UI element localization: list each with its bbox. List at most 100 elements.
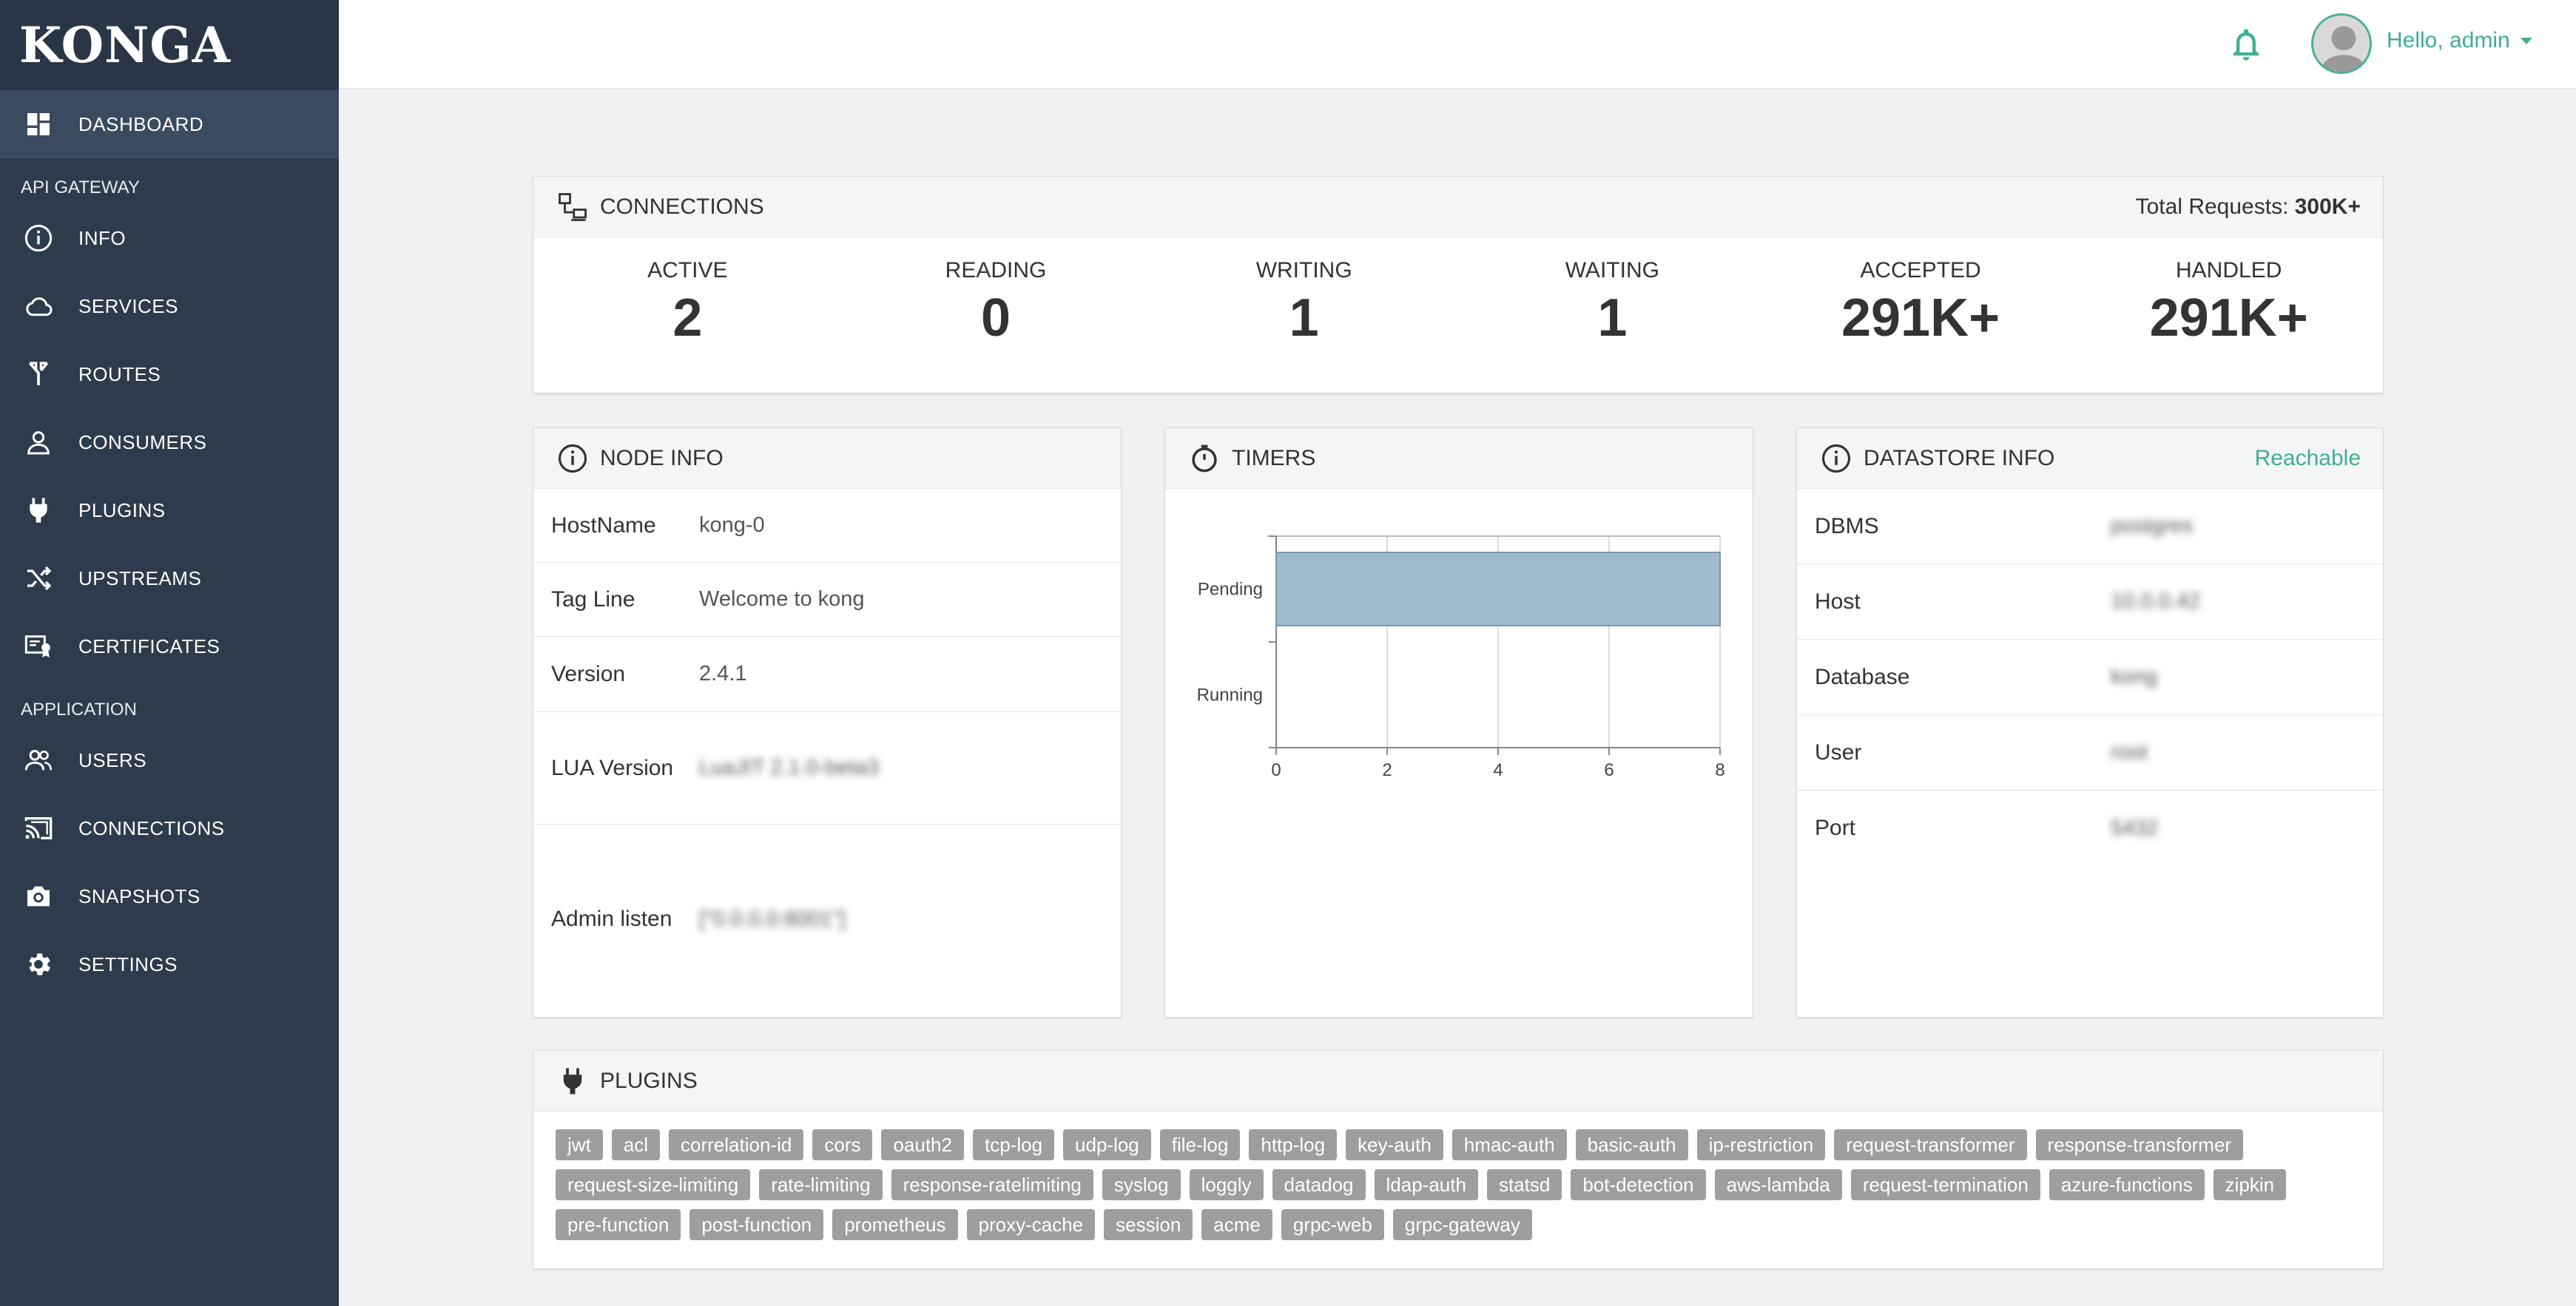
plugin-tag: basic-auth bbox=[1575, 1129, 1688, 1160]
sidebar-item-snapshots[interactable]: SNAPSHOTS bbox=[0, 862, 339, 930]
connections-header: CONNECTIONS Total Requests: 300K+ bbox=[533, 177, 2383, 237]
connections-title: CONNECTIONS bbox=[600, 194, 764, 219]
avatar[interactable] bbox=[2311, 13, 2372, 74]
stat-waiting: WAITING 1 bbox=[1458, 237, 1767, 393]
sidebar-item-certificates[interactable]: CERTIFICATES bbox=[0, 612, 339, 680]
plugin-tag: oauth2 bbox=[881, 1129, 964, 1160]
chevron-down-icon bbox=[2520, 37, 2532, 44]
x-tick-label: 6 bbox=[1604, 760, 1614, 780]
sidebar-item-plugins[interactable]: PLUGINS bbox=[0, 476, 339, 544]
sidebar-item-label: CONSUMERS bbox=[78, 430, 207, 453]
plugin-tag: proxy-cache bbox=[966, 1209, 1096, 1240]
plugin-tag: tcp-log bbox=[972, 1129, 1055, 1160]
datastore-key: Port bbox=[1815, 816, 1856, 840]
total-requests-label: Total Requests: bbox=[2135, 194, 2289, 219]
node-info-value: LuaJIT 2.1.0-beta3 bbox=[699, 756, 879, 779]
datastore-key: Database bbox=[1815, 664, 1910, 689]
node-info-key: Version bbox=[551, 661, 626, 686]
plugin-tag: rate-limiting bbox=[759, 1169, 883, 1200]
cast-icon bbox=[21, 811, 56, 846]
plugin-tag: acl bbox=[611, 1129, 661, 1160]
timers-panel: TIMERS 0 2 4 6 8 Pending Running bbox=[1164, 427, 1753, 1018]
sidebar-item-settings[interactable]: SETTINGS bbox=[0, 930, 339, 998]
plugin-tag: hmac-auth bbox=[1451, 1129, 1567, 1160]
stat-active: ACTIVE 2 bbox=[533, 237, 842, 393]
datastore-row: Host 10.0.0.42 bbox=[1797, 564, 2383, 640]
datastore-key: Host bbox=[1815, 589, 1861, 614]
sidebar-item-services[interactable]: SERVICES bbox=[0, 272, 339, 340]
users-icon bbox=[21, 742, 56, 778]
x-tick-label: 0 bbox=[1271, 760, 1281, 780]
plugins-panel: PLUGINS jwt acl correlation-id cors oauth2 tc… bbox=[533, 1050, 2384, 1269]
datastore-row: Port 5432 bbox=[1797, 791, 2383, 866]
node-info-panel: NODE INFO HostName kong-0 Tag Line Welcome … bbox=[533, 427, 1122, 1018]
sidebar-item-consumers[interactable]: CONSUMERS bbox=[0, 408, 339, 476]
sidebar-item-users[interactable]: USERS bbox=[0, 726, 339, 794]
datastore-title: DATASTORE INFO bbox=[1864, 445, 2055, 470]
plugin-tag: zipkin bbox=[2213, 1169, 2287, 1200]
stat-value: 1 bbox=[1597, 288, 1628, 348]
x-tick-label: 8 bbox=[1715, 760, 1724, 780]
total-requests-value: 300K+ bbox=[2294, 194, 2361, 219]
user-menu[interactable]: Hello, admin bbox=[2387, 28, 2532, 53]
dashboard-icon bbox=[21, 106, 56, 142]
user-greeting: Hello, admin bbox=[2387, 28, 2510, 53]
certificate-icon bbox=[21, 629, 56, 664]
sidebar-item-upstreams[interactable]: UPSTREAMS bbox=[0, 544, 339, 612]
stat-name: WAITING bbox=[1565, 258, 1659, 282]
stat-value: 2 bbox=[672, 288, 703, 348]
node-info-key: Tag Line bbox=[551, 586, 635, 612]
plug-icon bbox=[556, 1064, 590, 1098]
sidebar-item-connections[interactable]: CONNECTIONS bbox=[0, 794, 339, 862]
plugin-tag: post-function bbox=[689, 1209, 824, 1240]
bell-icon[interactable] bbox=[2227, 25, 2265, 64]
plugin-tag: jwt bbox=[556, 1129, 603, 1160]
plugin-tag: request-size-limiting bbox=[556, 1169, 751, 1200]
datastore-key: DBMS bbox=[1815, 513, 1879, 538]
plugin-tag: file-log bbox=[1159, 1129, 1241, 1160]
network-icon bbox=[556, 190, 590, 224]
stat-value: 291K+ bbox=[1841, 288, 2000, 348]
plugin-tag: session bbox=[1104, 1209, 1193, 1240]
datastore-value: 5432 bbox=[2111, 816, 2159, 840]
plugin-tag: syslog bbox=[1102, 1169, 1181, 1200]
stopwatch-icon bbox=[1187, 441, 1221, 476]
stat-value: 291K+ bbox=[2149, 288, 2308, 348]
sidebar-item-label: ROUTES bbox=[78, 362, 161, 385]
datastore-row: Database kong bbox=[1797, 640, 2383, 715]
y-tick-label: Running bbox=[1197, 686, 1263, 706]
app-logo[interactable]: KONGA bbox=[0, 0, 339, 90]
plugin-tag: response-ratelimiting bbox=[891, 1169, 1093, 1200]
connections-panel: CONNECTIONS Total Requests: 300K+ ACTIVE… bbox=[533, 176, 2384, 393]
plugin-tag: pre-function bbox=[556, 1209, 681, 1240]
sidebar-item-info[interactable]: INFO bbox=[0, 204, 339, 272]
plugin-tag: acme bbox=[1201, 1209, 1272, 1240]
datastore-value: postgres bbox=[2111, 514, 2194, 538]
plugin-tag: azure-functions bbox=[2049, 1169, 2205, 1200]
node-info-value: kong-0 bbox=[699, 513, 765, 537]
sidebar-item-dashboard[interactable]: DASHBOARD bbox=[0, 90, 339, 158]
routes-icon bbox=[21, 356, 56, 392]
plugin-tag: udp-log bbox=[1063, 1129, 1151, 1160]
datastore-row: User root bbox=[1797, 715, 2383, 791]
nav-section-api-gateway: API GATEWAY bbox=[21, 177, 140, 197]
stat-name: WRITING bbox=[1255, 258, 1352, 282]
plugin-tag: key-auth bbox=[1346, 1129, 1443, 1160]
sidebar: KONGA DASHBOARD API GATEWAY INFO SERVICES RO… bbox=[0, 0, 339, 1306]
stat-handled: HANDLED 291K+ bbox=[2074, 237, 2383, 393]
node-info-key: LUA Version bbox=[551, 755, 674, 780]
plugin-tag: loggly bbox=[1189, 1169, 1264, 1200]
stat-name: READING bbox=[945, 258, 1047, 282]
sidebar-nav: DASHBOARD API GATEWAY INFO SERVICES ROUTES CO… bbox=[0, 90, 339, 998]
node-info-row: Tag Line Welcome to kong bbox=[533, 563, 1121, 637]
timers-title: TIMERS bbox=[1232, 445, 1316, 470]
x-tick-label: 2 bbox=[1382, 760, 1392, 780]
shuffle-icon bbox=[21, 561, 56, 596]
timers-chart: 0 2 4 6 8 Pending Running bbox=[1197, 535, 1725, 780]
sidebar-item-routes[interactable]: ROUTES bbox=[0, 340, 339, 408]
sidebar-item-label: SERVICES bbox=[78, 294, 179, 317]
info-icon bbox=[21, 220, 56, 256]
plugin-tag: ip-restriction bbox=[1696, 1129, 1826, 1160]
stat-name: ACCEPTED bbox=[1860, 258, 1981, 282]
stat-name: HANDLED bbox=[2176, 258, 2282, 282]
